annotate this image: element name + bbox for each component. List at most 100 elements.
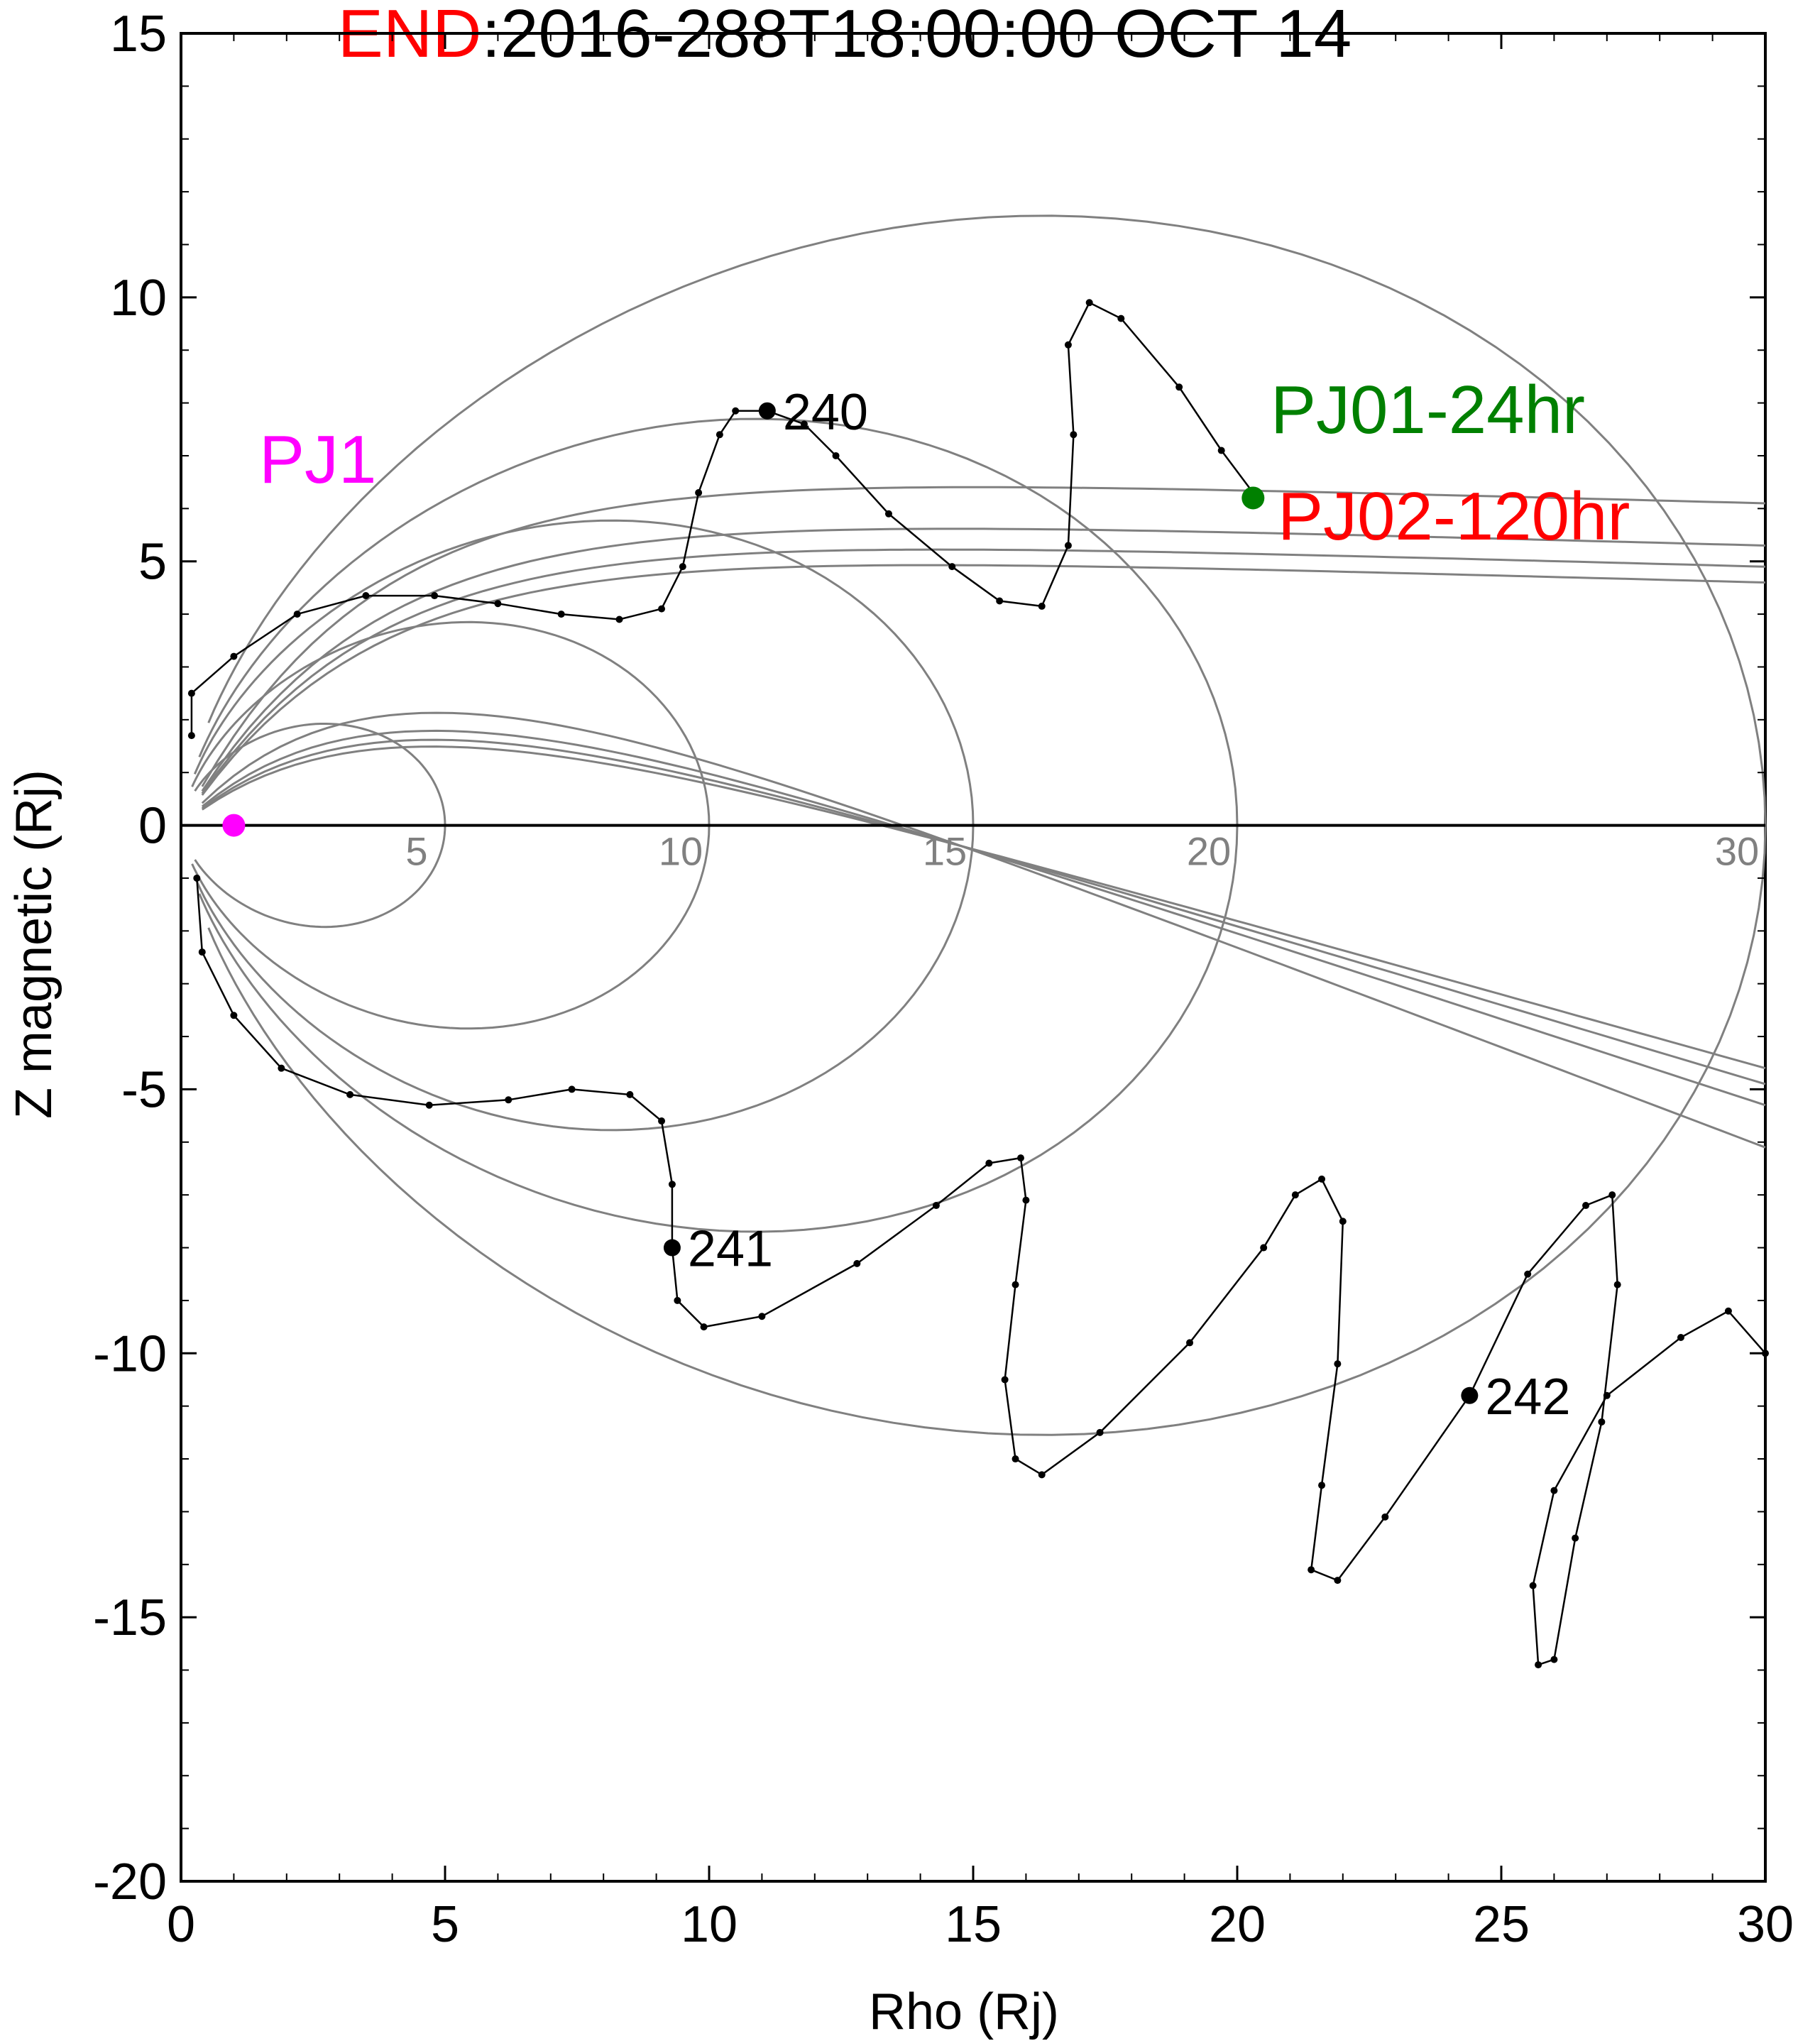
trajectory-point (1608, 1191, 1616, 1199)
trajectory-point (853, 1259, 861, 1267)
day-label: 241 (688, 1221, 773, 1278)
day-label: 240 (783, 384, 868, 441)
trajectory-point (1572, 1534, 1579, 1542)
trajectory-point (800, 420, 808, 428)
open-field-line (201, 486, 1766, 787)
trajectory-path (190, 301, 1254, 736)
y-tick-label: 5 (138, 534, 167, 591)
trajectory-point (1001, 1376, 1009, 1384)
trajectory-point (1096, 1428, 1104, 1436)
trajectory-point (1381, 1513, 1389, 1521)
trajectory-point (1677, 1333, 1684, 1341)
trajectory-point (932, 1202, 940, 1210)
axes: 0 5 10 15 20 25 30 15 10 5 0 -5 -10 -15 -20 (93, 6, 1794, 1953)
day-marker (758, 402, 776, 420)
shell-label: 30 (1715, 828, 1759, 873)
trajectory-point (568, 1085, 576, 1093)
y-axis-label: Z magnetic (Rj) (6, 770, 62, 1119)
trajectory-point (557, 611, 565, 618)
trajectory-point (1064, 542, 1072, 549)
day-label: 242 (1485, 1369, 1570, 1426)
trajectory-point (732, 407, 740, 415)
x-tick-label: 30 (1737, 1896, 1794, 1953)
trajectory-point (615, 615, 623, 623)
y-tick-label: 15 (110, 6, 167, 62)
trajectory-point (1582, 1202, 1590, 1210)
trajectory-point (362, 592, 370, 600)
trajectory-point (278, 1064, 285, 1072)
trajectory-point (1318, 1482, 1326, 1489)
trajectory-point (658, 1117, 666, 1125)
y-tick-label: -5 (121, 1061, 167, 1118)
trajectory-point (1529, 1582, 1537, 1589)
trajectory-point (658, 605, 666, 613)
day-marker (1461, 1386, 1479, 1404)
spacecraft-trajectory: 240 241 242 (187, 299, 1769, 1669)
trajectory-point (1016, 1154, 1024, 1162)
title-end-date: :2016-288T18:00:00 OCT 14 (481, 0, 1352, 72)
trajectory-point (1085, 299, 1093, 307)
trajectory-point (193, 874, 201, 882)
trajectory-point (996, 597, 1004, 605)
y-tick-label: -10 (93, 1325, 167, 1382)
pj01-24hr-label: PJ01-24hr (1271, 372, 1585, 448)
open-field-line (201, 527, 1766, 792)
trajectory-point (1334, 1360, 1342, 1368)
trajectory-path (196, 877, 1766, 1666)
day-marker (663, 1239, 681, 1257)
pj1-label: PJ1 (259, 422, 376, 498)
trajectory-point (695, 489, 703, 497)
trajectory-point (1308, 1566, 1315, 1574)
trajectory-point (1535, 1661, 1542, 1669)
x-axis-label: Rho (Rj) (869, 1983, 1059, 2040)
x-tick-label: 10 (681, 1896, 738, 1953)
shell-label: 5 (405, 828, 427, 873)
trajectory-point (674, 1296, 681, 1304)
trajectory-point (884, 510, 892, 518)
trajectory-point (679, 563, 686, 571)
trajectory-point (1339, 1218, 1347, 1225)
x-tick-label: 5 (431, 1896, 459, 1953)
trajectory-point (1186, 1339, 1194, 1347)
trajectory-point (505, 1096, 512, 1104)
chart-title: END:2016-288T18:00:00 OCT 14 (338, 0, 1352, 72)
trajectory-point (346, 1090, 354, 1098)
trajectory-point (187, 732, 195, 740)
trajectory-point (832, 452, 840, 459)
trajectory-point (431, 592, 439, 600)
trajectory-point (948, 563, 956, 571)
shell-label: 15 (923, 828, 967, 873)
trajectory-point (1217, 447, 1225, 454)
y-tick-label: 0 (138, 798, 167, 855)
trajectory-point (668, 1181, 676, 1188)
plot-frame (180, 32, 1767, 1883)
open-field-line (201, 564, 1766, 796)
trajectory-point (1064, 341, 1072, 349)
trajectory-point (700, 1323, 708, 1331)
trajectory-point (1603, 1391, 1611, 1399)
trajectory-point (1724, 1307, 1732, 1315)
trajectory-point (1318, 1175, 1326, 1183)
trajectory-point (494, 600, 502, 608)
trajectory-point (985, 1159, 993, 1167)
trajectory-point (230, 1012, 238, 1019)
x-tick-label: 25 (1473, 1896, 1530, 1953)
y-tick-label: -20 (93, 1854, 167, 1910)
open-field-line (201, 745, 1766, 1070)
trajectory-point (1070, 431, 1078, 439)
trajectory-point (1117, 314, 1125, 322)
trajectory-point (1038, 602, 1046, 610)
trajectory-point (1022, 1196, 1030, 1204)
open-field-line (201, 548, 1766, 794)
pj1-marker (222, 814, 246, 837)
trajectory-point (1550, 1487, 1558, 1494)
y-tick-label: 10 (110, 270, 167, 327)
annotations: PJ1 PJ01-24hr PJ02-120hr (222, 372, 1630, 837)
trajectory-point (1012, 1281, 1019, 1288)
trajectory-point (1012, 1455, 1019, 1463)
pj02-120hr-label: PJ02-120hr (1278, 478, 1630, 554)
trajectory-point (716, 431, 723, 439)
trajectory-point (626, 1090, 634, 1098)
trajectory-point (1524, 1270, 1532, 1278)
